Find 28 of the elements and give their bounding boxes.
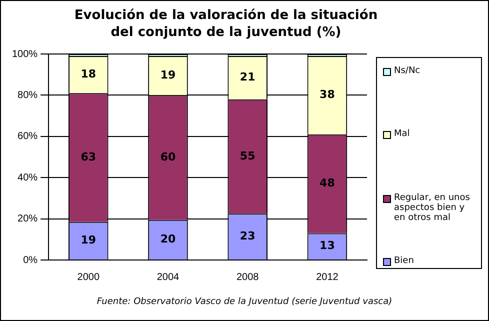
legend-label: Regular, en unos aspectos bien y en otros mal (394, 192, 471, 223)
x-tick-label: 2008 (236, 272, 260, 283)
data-label: 23 (240, 229, 256, 242)
y-tick-label: 100% (12, 48, 38, 60)
y-tick-label: 20% (18, 214, 38, 225)
x-tick-label: 2004 (156, 272, 180, 283)
data-label: 60 (160, 150, 176, 164)
y-tick-label: 80% (18, 90, 38, 101)
data-label: 38 (320, 88, 335, 102)
chart-title: Evolución de la valoración de la situación del conjunto de la juventud (%) (73, 7, 379, 41)
data-label: 18 (80, 67, 96, 80)
data-label: 19 (160, 68, 176, 82)
data-label: 19 (80, 234, 96, 247)
x-tick-label: 2012 (316, 272, 339, 283)
y-tick-label: 40% (18, 172, 38, 184)
data-label: 13 (320, 239, 335, 252)
legend-label: Ns/Nc (394, 66, 420, 76)
legend-label: Bien (394, 256, 414, 266)
data-label: 63 (80, 150, 96, 164)
y-tick-label: 60% (18, 131, 38, 142)
data-label: 21 (240, 70, 256, 84)
data-label: 20 (160, 232, 176, 246)
x-tick-label: 2000 (77, 272, 100, 283)
source-note: Fuente: Observatorio Vasco de la Juventud (serie Juventud vasca) (96, 297, 394, 307)
y-tick-label: 0% (23, 254, 38, 266)
data-label: 55 (240, 149, 256, 162)
legend-label: Mal (394, 129, 410, 140)
data-label: 48 (320, 176, 335, 190)
